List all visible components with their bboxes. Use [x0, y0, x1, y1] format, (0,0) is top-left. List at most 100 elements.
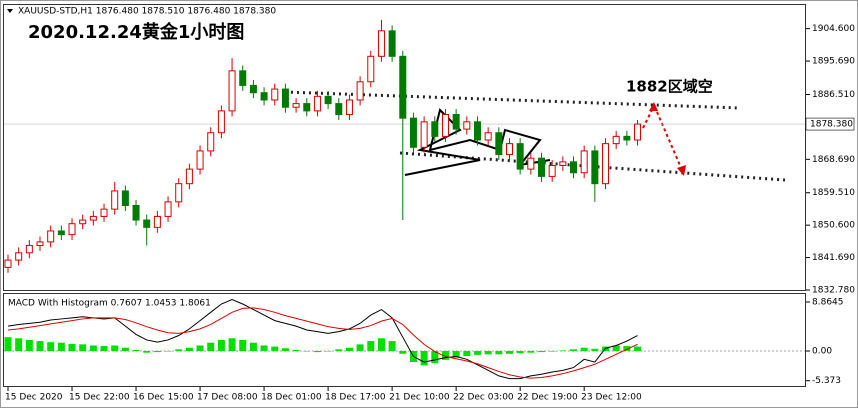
histogram-bar	[132, 349, 140, 352]
histogram-bar	[452, 351, 460, 358]
x-tick-label: 16 Dec 15:00	[133, 393, 194, 403]
histogram-bar	[100, 346, 108, 352]
indicator-y-tick-label: 8.8645	[812, 297, 844, 307]
candle-body	[431, 121, 439, 137]
last-price-box	[805, 117, 855, 131]
histogram-bar	[143, 351, 151, 353]
price-panel	[3, 4, 806, 291]
histogram-bar	[431, 351, 439, 364]
histogram-bar	[505, 351, 513, 354]
chart-title: 2020.12.24黄金1小时图	[28, 21, 244, 43]
histogram-bar	[15, 338, 23, 352]
histogram-bar	[207, 342, 215, 352]
histogram-bar	[57, 342, 65, 352]
candle-body	[36, 241, 44, 247]
chart-header: XAUUSD-STD,H1 1876.480 1878.510 1876.480…	[18, 7, 276, 17]
histogram-bar	[196, 345, 204, 352]
candle-body	[324, 95, 332, 105]
candle-body	[313, 95, 321, 112]
candle-body	[292, 103, 300, 108]
histogram-bar	[89, 345, 97, 352]
candle-body	[399, 55, 407, 119]
candle-body	[527, 157, 535, 170]
y-tick-label: 1841.690	[812, 253, 855, 263]
x-tick-label: 15 Dec 2020	[5, 393, 63, 403]
candle-body	[388, 30, 396, 57]
indicator-panel	[3, 293, 806, 387]
y-tick-label: 1886.510	[812, 90, 855, 100]
histogram-bar	[36, 341, 44, 352]
candle-body	[57, 230, 65, 236]
candle-body	[228, 70, 236, 112]
arrow-head	[677, 165, 686, 176]
x-tick-label: 22 Dec 03:00	[453, 393, 514, 403]
candle-body	[452, 114, 460, 130]
histogram-bar	[292, 349, 300, 352]
candle-body	[143, 219, 151, 228]
histogram-bar	[420, 351, 428, 366]
histogram-bar	[228, 338, 236, 352]
candle-body	[249, 84, 257, 94]
candle-body	[538, 157, 545, 177]
candle-body	[570, 161, 578, 174]
candle-body	[377, 30, 385, 57]
histogram-bar	[153, 351, 161, 353]
histogram-bar	[185, 347, 193, 352]
candle-body	[47, 230, 55, 243]
candle-body	[473, 121, 481, 141]
histogram-bar	[548, 351, 556, 352]
histogram-bar	[303, 351, 311, 352]
x-tick-label: 15 Dec 22:00	[69, 393, 130, 403]
candle-body	[409, 117, 417, 148]
candle-body	[559, 161, 567, 166]
candle-body	[335, 103, 343, 116]
candle-body	[356, 81, 364, 101]
arrow-down	[656, 111, 683, 171]
histogram-bar	[345, 347, 353, 352]
indicator-y-tick-label: -5.373	[812, 376, 841, 386]
histogram-bar	[79, 344, 87, 352]
candle-body	[271, 88, 279, 101]
histogram-bar	[164, 351, 172, 352]
y-tick-label: 1850.600	[812, 221, 855, 231]
candle-body	[548, 164, 556, 177]
candle-body	[121, 190, 129, 207]
candle-body	[495, 132, 503, 156]
indicator-title: MACD With Histogram 0.7607 1.0453 1.8061	[8, 299, 211, 309]
candle-body	[132, 205, 140, 221]
histogram-bar	[495, 351, 503, 355]
candle-body	[217, 110, 225, 134]
last-price-label: 1878.380	[810, 120, 853, 130]
histogram-bar	[623, 346, 631, 352]
candle-body	[367, 55, 375, 83]
histogram-bar	[4, 337, 12, 352]
x-tick-label: 23 Dec 12:00	[581, 393, 642, 403]
candle-body	[623, 135, 631, 141]
histogram-bar	[377, 338, 385, 352]
candle-body	[505, 143, 513, 156]
candle-body	[612, 135, 620, 145]
histogram-bar	[239, 339, 247, 352]
histogram-bar	[111, 345, 119, 352]
candle-body	[441, 114, 449, 137]
candle-body	[260, 92, 268, 101]
y-tick-label: 1895.690	[812, 57, 855, 67]
histogram-bar	[335, 349, 343, 352]
histogram-bar	[580, 347, 588, 352]
histogram-bar	[484, 351, 492, 355]
resistance-line	[284, 90, 741, 110]
histogram-bar	[47, 342, 55, 352]
histogram-bar	[441, 351, 449, 360]
candle-body	[111, 190, 119, 210]
histogram-bar	[175, 349, 183, 352]
x-tick-label: 22 Dec 19:00	[517, 393, 578, 403]
histogram-bar	[538, 351, 545, 353]
histogram-bar	[260, 345, 268, 352]
candle-body	[303, 103, 311, 112]
histogram-bar	[281, 348, 289, 352]
histogram-bar	[399, 351, 407, 354]
candle-body	[15, 252, 23, 261]
histogram-bar	[388, 341, 396, 352]
candle-body	[185, 168, 193, 185]
